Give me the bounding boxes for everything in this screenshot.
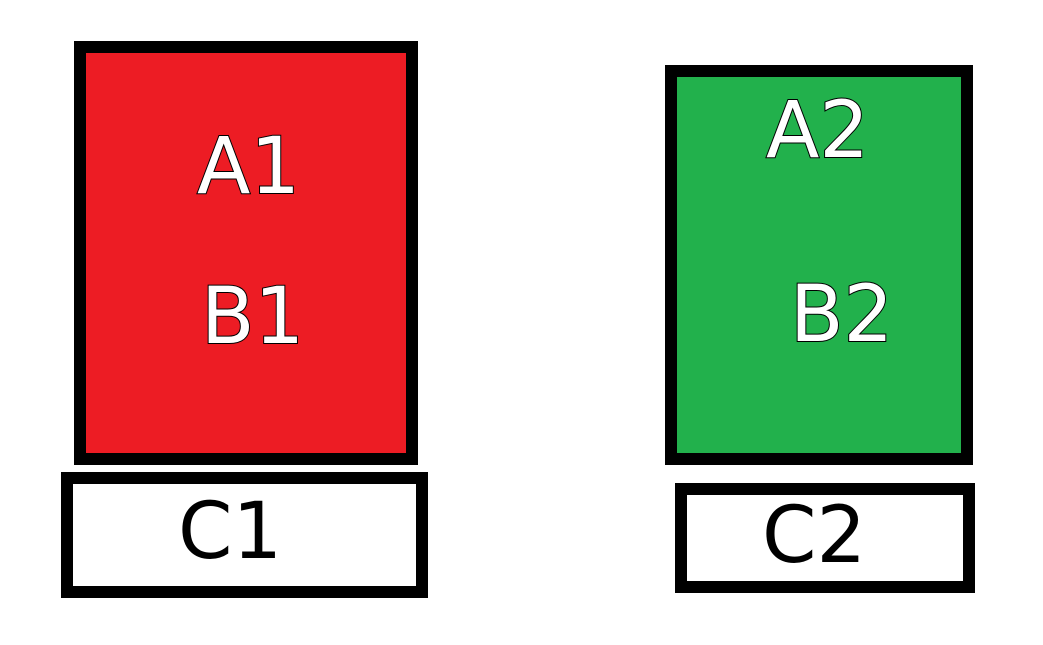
label-a1: A1	[196, 122, 301, 212]
c2-box	[675, 483, 975, 593]
label-b2: B2	[789, 270, 894, 360]
c1-box	[61, 472, 428, 598]
label-c2: C2	[762, 491, 867, 581]
label-c1: C1	[178, 487, 283, 577]
label-a2: A2	[765, 86, 870, 176]
label-b1: B1	[200, 272, 305, 362]
red-box	[74, 41, 418, 465]
green-box	[665, 65, 973, 465]
